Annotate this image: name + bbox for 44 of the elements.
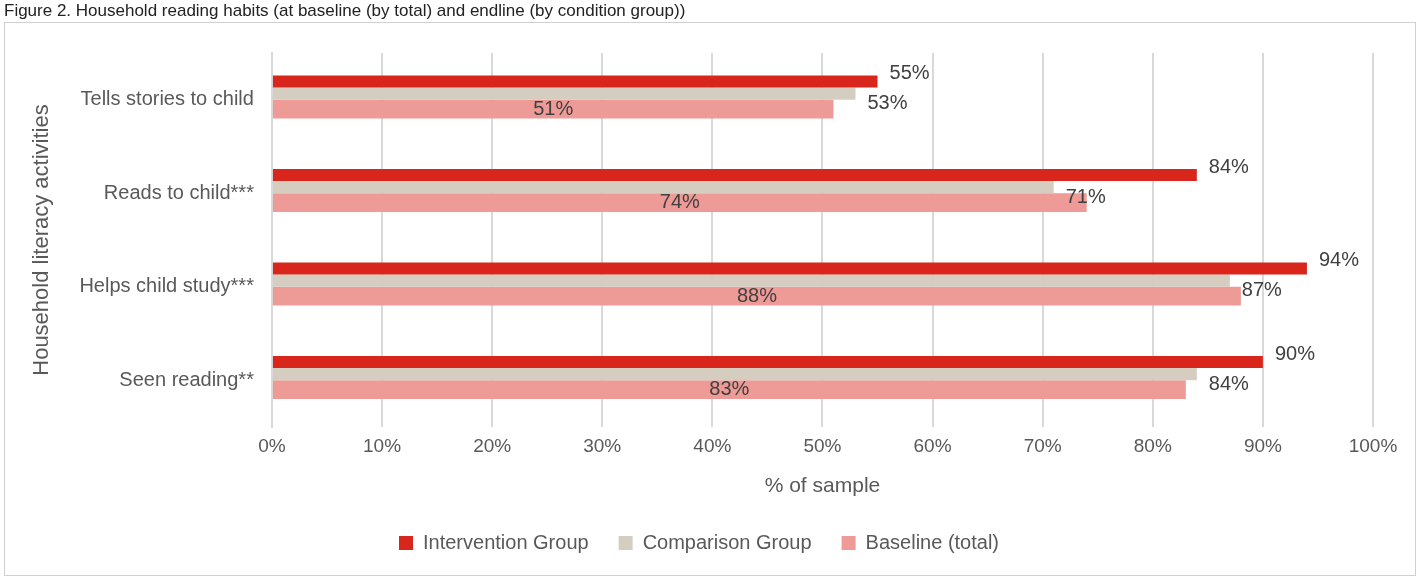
bar <box>272 75 878 88</box>
x-tick-label: 80% <box>1133 434 1172 456</box>
x-tick-label: 100% <box>1348 434 1398 456</box>
bar <box>272 99 834 119</box>
bar <box>272 355 1263 369</box>
x-tick-label: 0% <box>258 434 286 456</box>
y-tick-label: Tells stories to child <box>80 87 254 110</box>
bar <box>272 262 1307 275</box>
data-label: 84% <box>1208 154 1250 177</box>
x-tick-label: 70% <box>1023 434 1062 456</box>
legend-label: Comparison Group <box>642 530 812 553</box>
bar <box>272 380 1186 399</box>
x-tick-label: 30% <box>583 434 622 456</box>
x-axis-title: % of sample <box>764 473 881 497</box>
y-tick-label: Helps child study*** <box>79 274 255 297</box>
y-axis-title: Household literacy activities <box>28 104 54 376</box>
x-tick-label: 40% <box>693 434 732 456</box>
data-label: 74% <box>659 190 701 213</box>
x-tick-label: 20% <box>473 434 512 456</box>
y-tick-label: Reads to child*** <box>103 180 255 203</box>
bar <box>272 274 1230 287</box>
data-label: 84% <box>1208 371 1250 394</box>
x-tick-label: 60% <box>913 434 952 456</box>
x-tick-label: 90% <box>1243 434 1283 456</box>
data-label: 94% <box>1318 248 1360 271</box>
bar <box>272 286 1241 306</box>
legend-label: Intervention Group <box>422 530 589 553</box>
data-label: 88% <box>736 283 778 306</box>
bar <box>272 168 1197 182</box>
y-tick-label: Seen reading** <box>119 367 255 390</box>
bar <box>272 368 1197 381</box>
bar <box>272 181 1054 194</box>
data-label: 83% <box>709 377 750 400</box>
data-label: 87% <box>1241 278 1283 301</box>
x-tick-label: 50% <box>803 434 842 456</box>
data-label: 53% <box>867 91 908 114</box>
data-label: 71% <box>1065 184 1106 207</box>
data-label: 90% <box>1274 341 1316 364</box>
x-tick-label: 10% <box>363 434 402 456</box>
legend-label: Baseline (total) <box>865 530 1000 553</box>
bar <box>272 87 856 100</box>
chart-title: Figure 2. Household reading habits (at baseline (by total) and endline (by condition group)) <box>3 0 687 22</box>
data-label: 51% <box>533 96 574 119</box>
data-label: 55% <box>889 61 930 84</box>
